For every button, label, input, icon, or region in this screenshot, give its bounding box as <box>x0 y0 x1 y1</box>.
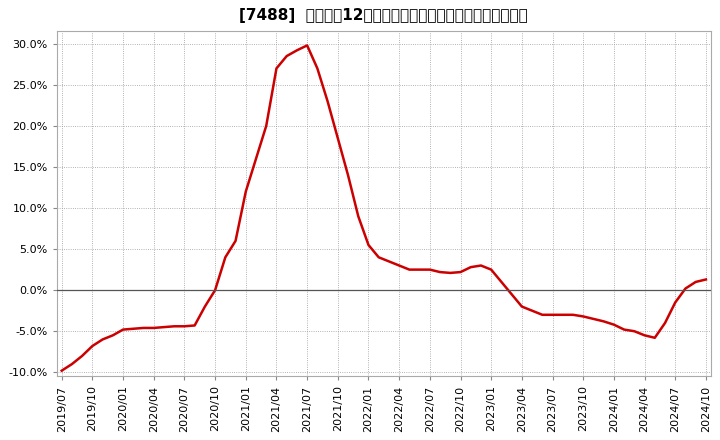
Title: [7488]  売上高の12か月移動合計の対前年同期増減率の推移: [7488] 売上高の12か月移動合計の対前年同期増減率の推移 <box>240 8 528 23</box>
